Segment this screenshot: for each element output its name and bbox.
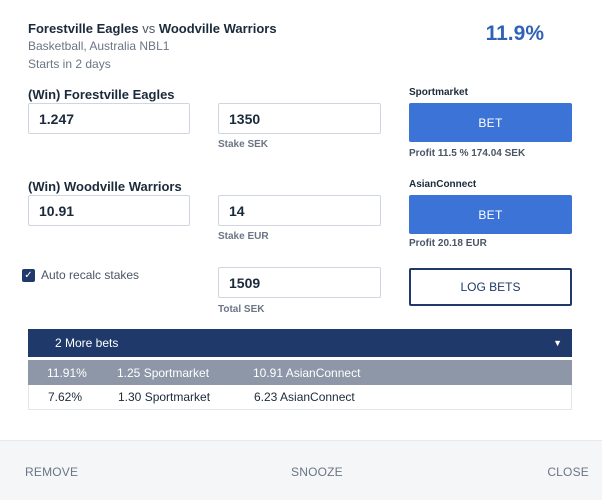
- bet-row[interactable]: 7.62% 1.30 Sportmarket 6.23 AsianConnect: [28, 385, 572, 410]
- outcome-label-home: (Win) Forestville Eagles: [28, 87, 175, 102]
- snooze-button[interactable]: SNOOZE: [291, 465, 343, 479]
- stake-input-away[interactable]: 14: [218, 195, 381, 226]
- bet-row-odds2: 10.91 AsianConnect: [253, 365, 361, 380]
- league-label: Basketball, Australia NBL1: [28, 39, 170, 53]
- arb-percent: 11.9%: [485, 22, 544, 45]
- odds-input-home[interactable]: 1.247: [28, 103, 190, 134]
- outcome-label-away: (Win) Woodville Warriors: [28, 179, 182, 194]
- stake-caption-away: Stake EUR: [218, 231, 269, 242]
- bet-row[interactable]: 11.91% 1.25 Sportmarket 10.91 AsianConne…: [28, 360, 572, 385]
- auto-recalc-label: Auto recalc stakes: [41, 268, 140, 282]
- stake-input-home[interactable]: 1350: [218, 103, 381, 134]
- bookmaker-label-away: AsianConnect: [409, 179, 477, 190]
- log-bets-button[interactable]: LOG BETS: [409, 268, 572, 306]
- total-stake-input[interactable]: 1509: [218, 267, 381, 298]
- bets-list: 11.91% 1.25 Sportmarket 10.91 AsianConne…: [28, 360, 572, 410]
- caret-down-icon[interactable]: ▼: [553, 338, 562, 348]
- close-button[interactable]: CLOSE: [547, 465, 589, 479]
- auto-recalc-toggle[interactable]: ✓ Auto recalc stakes: [22, 268, 139, 282]
- bet-row-odds2: 6.23 AsianConnect: [254, 390, 355, 404]
- checkbox-checked-icon[interactable]: ✓: [22, 268, 35, 282]
- remove-button[interactable]: REMOVE: [25, 465, 79, 479]
- vs-separator: vs: [142, 21, 156, 36]
- bet-button-home[interactable]: BET: [409, 103, 572, 142]
- stake-caption-home: Stake SEK: [218, 139, 269, 150]
- bet-row-odds1: 1.25 Sportmarket: [117, 365, 210, 380]
- home-team: Forestville Eagles: [28, 21, 139, 36]
- bet-row-odds1: 1.30 Sportmarket: [118, 390, 211, 404]
- event-title: Forestville Eagles vs Woodville Warriors: [28, 21, 277, 36]
- profit-label-home: Profit 11.5 % 174.04 SEK: [409, 148, 526, 159]
- more-bets-toggle[interactable]: 2 More bets ▼: [28, 329, 572, 357]
- odds-input-away[interactable]: 10.91: [28, 195, 190, 226]
- bet-row-percent: 11.91%: [47, 365, 87, 380]
- profit-label-away: Profit 20.18 EUR: [409, 238, 487, 249]
- start-time: Starts in 2 days: [28, 57, 111, 71]
- total-caption: Total SEK: [218, 304, 265, 315]
- bet-button-away[interactable]: BET: [409, 195, 572, 234]
- bookmaker-label-home: Sportmarket: [409, 87, 468, 98]
- footer-actions: REMOVE SNOOZE CLOSE: [0, 440, 602, 500]
- bet-row-percent: 7.62%: [48, 390, 83, 404]
- away-team: Woodville Warriors: [158, 21, 277, 36]
- more-bets-label: 2 More bets: [55, 336, 119, 350]
